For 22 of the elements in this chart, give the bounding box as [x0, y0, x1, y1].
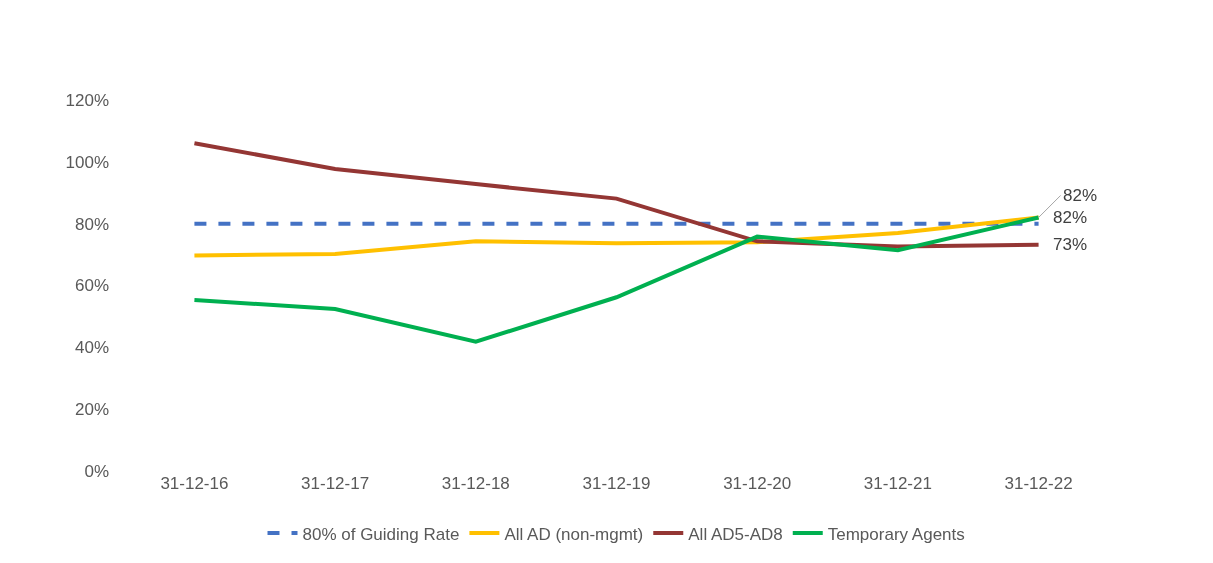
y-tick-label: 0% [84, 461, 109, 481]
x-tick-label: 31-12-18 [441, 474, 510, 493]
data-label: 82% [1053, 208, 1088, 227]
y-tick-label: 40% [74, 338, 109, 358]
y-tick-label: 60% [74, 276, 109, 296]
x-tick-label: 31-12-22 [1004, 474, 1073, 493]
y-tick-label: 20% [74, 400, 109, 420]
x-tick-label: 31-12-20 [723, 474, 792, 493]
y-tick-label: 120% [65, 90, 109, 110]
y-tick-label: 100% [65, 152, 109, 172]
legend-label: All AD (non-mgmt) [504, 524, 644, 544]
data-label: 82% [1063, 186, 1098, 205]
x-tick-label: 31-12-16 [160, 474, 229, 493]
x-tick-label: 31-12-19 [582, 474, 651, 493]
y-tick-label: 80% [74, 214, 109, 234]
data-label: 73% [1053, 235, 1088, 254]
line-series [192, 215, 1041, 344]
x-tick-label: 31-12-21 [863, 474, 932, 493]
legend-label: All AD5-AD8 [688, 524, 783, 544]
legend-label: Temporary Agents [827, 524, 965, 544]
x-tick-label: 31-12-17 [301, 474, 370, 493]
legend-label: 80% of Guiding Rate [302, 524, 460, 544]
